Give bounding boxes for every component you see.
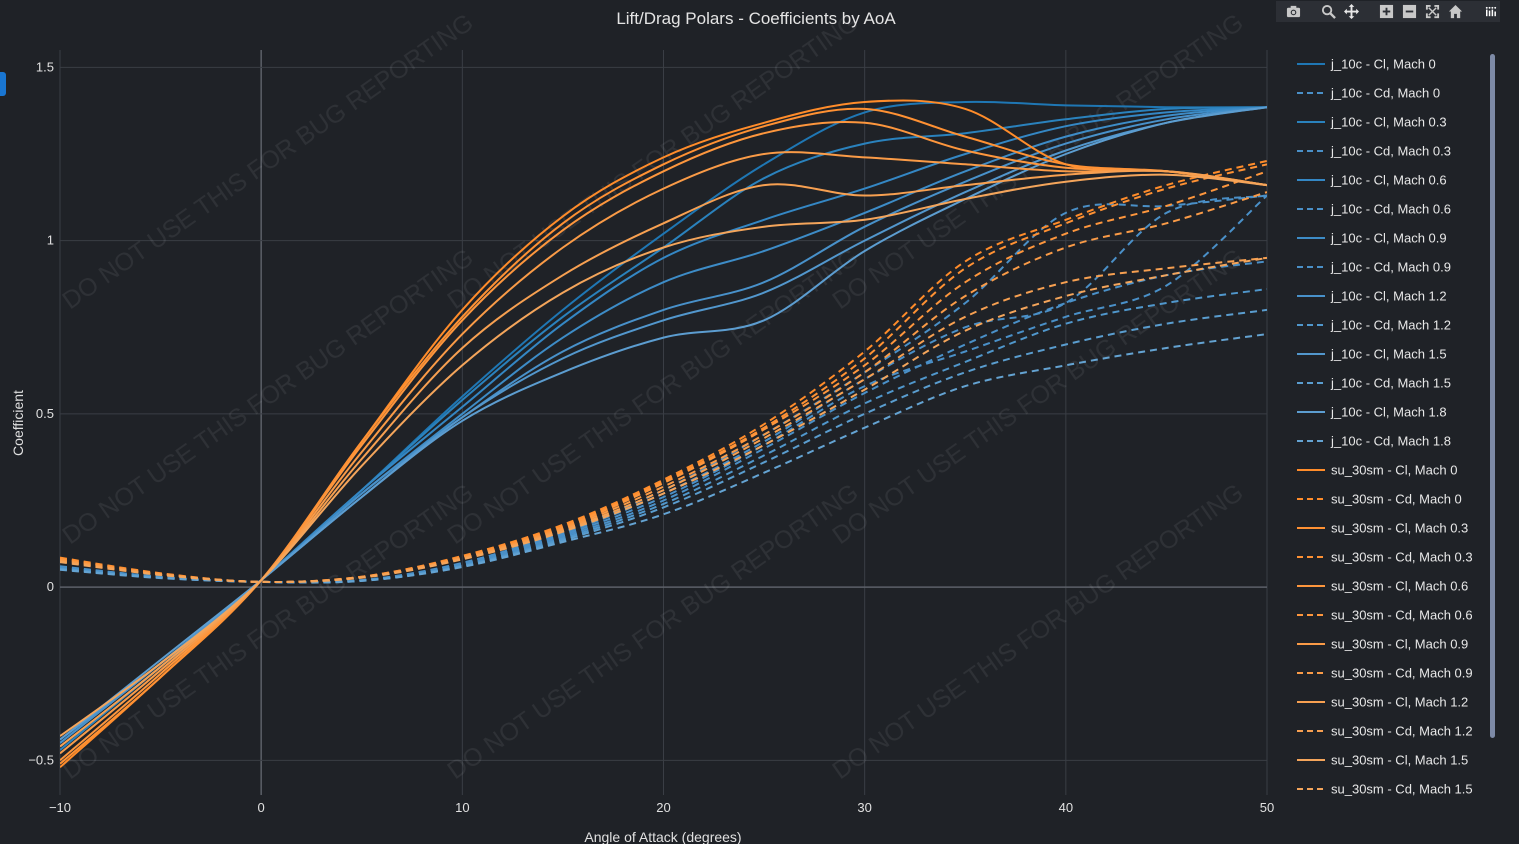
legend-item[interactable]: j_10c - Cl, Mach 1.5: [1297, 347, 1447, 362]
legend-item[interactable]: j_10c - Cl, Mach 0.9: [1297, 231, 1447, 246]
x-tick-label: 20: [656, 800, 670, 815]
series-line-5[interactable]: [60, 194, 1267, 584]
watermark-text: DO NOT USE THIS FOR BUG REPORTING: [442, 478, 863, 785]
legend-item[interactable]: j_10c - Cl, Mach 0.6: [1297, 173, 1447, 188]
axis-ticks: −10 0 10 20 30 40 50 −0.5 0 0.5 1 1.5: [28, 59, 1274, 815]
legend-label: j_10c - Cd, Mach 0.6: [1330, 202, 1451, 217]
legend-label: j_10c - Cd, Mach 1.2: [1330, 318, 1451, 333]
x-tick-label: 50: [1260, 800, 1274, 815]
x-tick-label: 0: [258, 800, 265, 815]
legend-item[interactable]: j_10c - Cd, Mach 0.6: [1297, 202, 1451, 217]
series-line-25[interactable]: [60, 256, 1267, 584]
legend-label: j_10c - Cd, Mach 1.8: [1330, 434, 1451, 449]
autoscale-icon[interactable]: [1423, 3, 1442, 21]
legend-item[interactable]: su_30sm - Cd, Mach 0: [1297, 492, 1462, 507]
legend-label: j_10c - Cd, Mach 0.3: [1330, 144, 1451, 159]
y-tick-label: −0.5: [28, 752, 54, 767]
legend-label: su_30sm - Cl, Mach 0.3: [1331, 521, 1468, 536]
legend-label: j_10c - Cl, Mach 1.8: [1330, 405, 1447, 420]
legend-item[interactable]: j_10c - Cl, Mach 0.3: [1297, 115, 1447, 130]
legend-label: j_10c - Cl, Mach 0: [1330, 57, 1436, 72]
modebar: [1276, 1, 1500, 22]
y-axis-label: Coefficient: [10, 390, 26, 456]
chart-title: Lift/Drag Polars - Coefficients by AoA: [616, 9, 896, 28]
legend-label: j_10c - Cl, Mach 1.2: [1330, 289, 1447, 304]
legend-item[interactable]: j_10c - Cd, Mach 1.2: [1297, 318, 1451, 333]
series-line-23[interactable]: [60, 256, 1267, 584]
legend-item[interactable]: j_10c - Cd, Mach 0.3: [1297, 144, 1451, 159]
x-tick-label: 10: [455, 800, 469, 815]
x-tick-label: −10: [49, 800, 71, 815]
legend-item[interactable]: su_30sm - Cd, Mach 1.5: [1297, 782, 1473, 797]
watermark-text: DO NOT USE THIS FOR BUG REPORTING: [57, 8, 478, 315]
zoom-out-icon[interactable]: [1400, 3, 1419, 21]
plotly-logo-icon[interactable]: [1481, 3, 1500, 21]
x-tick-label: 40: [1059, 800, 1073, 815]
side-panel-tab[interactable]: [0, 72, 6, 96]
legend-item[interactable]: su_30sm - Cl, Mach 0.9: [1297, 637, 1468, 652]
legend-item[interactable]: j_10c - Cd, Mach 1.5: [1297, 376, 1451, 391]
legend-item[interactable]: su_30sm - Cl, Mach 0: [1297, 463, 1457, 478]
legend-item[interactable]: su_30sm - Cd, Mach 0.6: [1297, 608, 1473, 623]
y-tick-label: 1: [47, 233, 54, 248]
series-line-9[interactable]: [60, 288, 1267, 584]
legend-item[interactable]: su_30sm - Cd, Mach 0.3: [1297, 550, 1473, 565]
legend-label: su_30sm - Cl, Mach 1.2: [1331, 695, 1468, 710]
legend-label: su_30sm - Cl, Mach 0: [1331, 463, 1457, 478]
legend-item[interactable]: su_30sm - Cd, Mach 0.9: [1297, 666, 1473, 681]
legend-scrollbar[interactable]: [1490, 54, 1495, 738]
y-tick-label: 0.5: [36, 406, 54, 421]
legend-item[interactable]: j_10c - Cd, Mach 1.8: [1297, 434, 1451, 449]
legend-label: su_30sm - Cd, Mach 1.5: [1331, 782, 1473, 797]
legend-label: j_10c - Cl, Mach 0.9: [1330, 231, 1447, 246]
legend-label: j_10c - Cd, Mach 0.9: [1330, 260, 1451, 275]
y-tick-label: 1.5: [36, 59, 54, 74]
legend-item[interactable]: su_30sm - Cl, Mach 0.6: [1297, 579, 1468, 594]
legend-item[interactable]: j_10c - Cl, Mach 1.8: [1297, 405, 1447, 420]
legend-label: su_30sm - Cl, Mach 0.6: [1331, 579, 1468, 594]
legend-label: j_10c - Cl, Mach 0.3: [1330, 115, 1447, 130]
legend-label: su_30sm - Cd, Mach 0: [1331, 492, 1462, 507]
legend-label: j_10c - Cl, Mach 1.5: [1330, 347, 1447, 362]
watermark-text: DO NOT USE THIS FOR BUG REPORTING: [827, 478, 1248, 785]
legend-label: j_10c - Cl, Mach 0.6: [1330, 173, 1447, 188]
legend-item[interactable]: su_30sm - Cd, Mach 1.2: [1297, 724, 1473, 739]
legend-item[interactable]: j_10c - Cl, Mach 1.2: [1297, 289, 1447, 304]
zoom-in-icon[interactable]: [1377, 3, 1396, 21]
legend-label: j_10c - Cd, Mach 1.5: [1330, 376, 1451, 391]
legend-item[interactable]: j_10c - Cd, Mach 0.9: [1297, 260, 1451, 275]
legend-item[interactable]: su_30sm - Cl, Mach 0.3: [1297, 521, 1468, 536]
y-tick-label: 0: [47, 579, 54, 594]
series-group: [60, 99, 1267, 769]
legend[interactable]: j_10c - Cl, Mach 0 j_10c - Cd, Mach 0 j_10…: [1297, 57, 1473, 797]
legend-label: su_30sm - Cl, Mach 1.5: [1331, 753, 1468, 768]
legend-label: j_10c - Cd, Mach 0: [1330, 86, 1440, 101]
legend-label: su_30sm - Cd, Mach 0.6: [1331, 608, 1473, 623]
pan-icon[interactable]: [1342, 3, 1361, 21]
series-line-19[interactable]: [60, 170, 1267, 583]
legend-item[interactable]: j_10c - Cd, Mach 0: [1297, 86, 1440, 101]
x-axis-label: Angle of Attack (degrees): [584, 829, 741, 844]
legend-label: su_30sm - Cd, Mach 0.3: [1331, 550, 1473, 565]
camera-icon[interactable]: [1284, 3, 1303, 21]
series-line-15[interactable]: [60, 159, 1267, 584]
legend-label: su_30sm - Cl, Mach 0.9: [1331, 637, 1468, 652]
zoom-icon[interactable]: [1319, 3, 1338, 21]
legend-item[interactable]: j_10c - Cl, Mach 0: [1297, 57, 1436, 72]
reset-axes-icon[interactable]: [1446, 3, 1465, 21]
legend-label: su_30sm - Cd, Mach 0.9: [1331, 666, 1473, 681]
legend-item[interactable]: su_30sm - Cl, Mach 1.5: [1297, 753, 1468, 768]
series-line-24[interactable]: [60, 173, 1267, 737]
legend-item[interactable]: su_30sm - Cl, Mach 1.2: [1297, 695, 1468, 710]
series-line-11[interactable]: [60, 308, 1267, 584]
x-tick-label: 30: [857, 800, 871, 815]
series-line-7[interactable]: [60, 260, 1267, 584]
watermark-text: DO NOT USE THIS FOR BUG REPORTING: [57, 478, 478, 785]
legend-label: su_30sm - Cd, Mach 1.2: [1331, 724, 1473, 739]
